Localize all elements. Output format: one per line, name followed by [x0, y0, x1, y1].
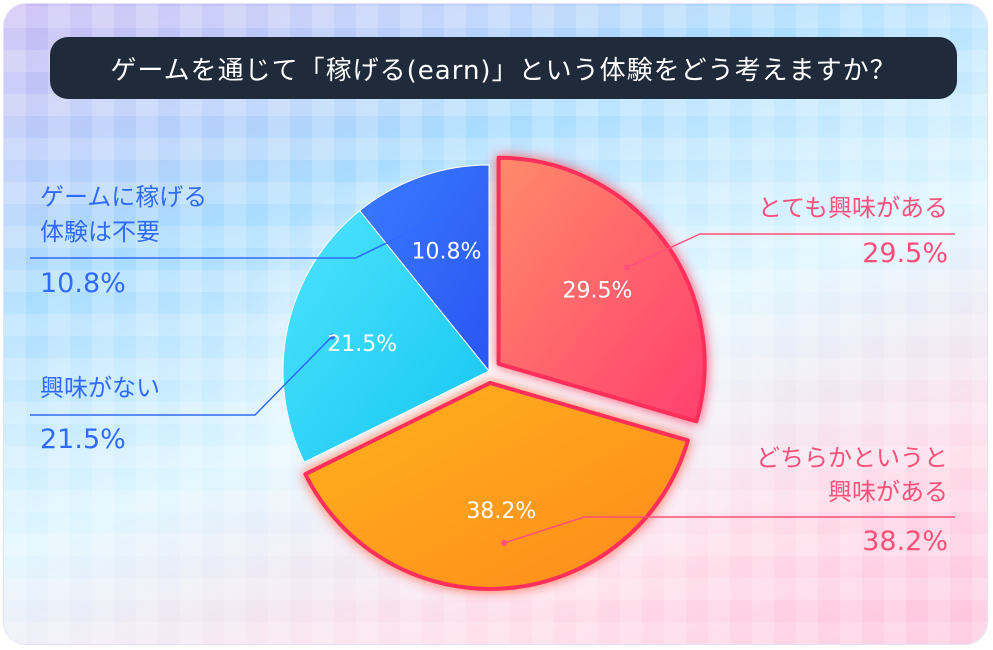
pie-slices: [282, 155, 707, 591]
slice-category-label: どちらかというと: [756, 444, 948, 472]
pie-slice-4: [358, 164, 490, 373]
slice-outer-value-label: 38.2%: [862, 526, 948, 557]
pie-slice-3: [282, 209, 490, 463]
leader-line: [503, 516, 955, 544]
slice-outer-value-label: 10.8%: [40, 268, 126, 299]
slice-outer-value-label: 29.5%: [862, 238, 948, 269]
pie-slice-1: [496, 155, 707, 424]
pie-slice-2: [303, 380, 690, 591]
slice-category-label: 興味がない: [40, 374, 160, 402]
leader-line: [30, 335, 333, 416]
slice-value-label: 21.5%: [327, 332, 397, 357]
slice-category-label: 興味がある: [828, 478, 948, 506]
slice-category-label: とても興味がある: [758, 194, 948, 222]
slice-value-label: 10.8%: [412, 240, 482, 265]
slice-value-label: 38.2%: [466, 499, 536, 524]
title-bar: ゲームを通じて「稼げる(earn)」という体験をどう考えますか？: [50, 37, 957, 99]
chart-title: ゲームを通じて「稼げる(earn)」という体験をどう考えますか？: [110, 55, 897, 86]
slice-category-label: 体験は不要: [40, 218, 160, 246]
leader-line: [626, 233, 955, 269]
inner-labels: 29.5% 38.2% 21.5% 10.8%: [327, 240, 632, 525]
leader-lines: [30, 216, 955, 547]
chart-card: [4, 4, 987, 644]
slice-outer-value-label: 21.5%: [40, 424, 126, 455]
leader-line: [30, 218, 436, 259]
slice-category-label: ゲームに稼げる: [40, 183, 207, 211]
slice-value-label: 29.5%: [562, 279, 632, 304]
